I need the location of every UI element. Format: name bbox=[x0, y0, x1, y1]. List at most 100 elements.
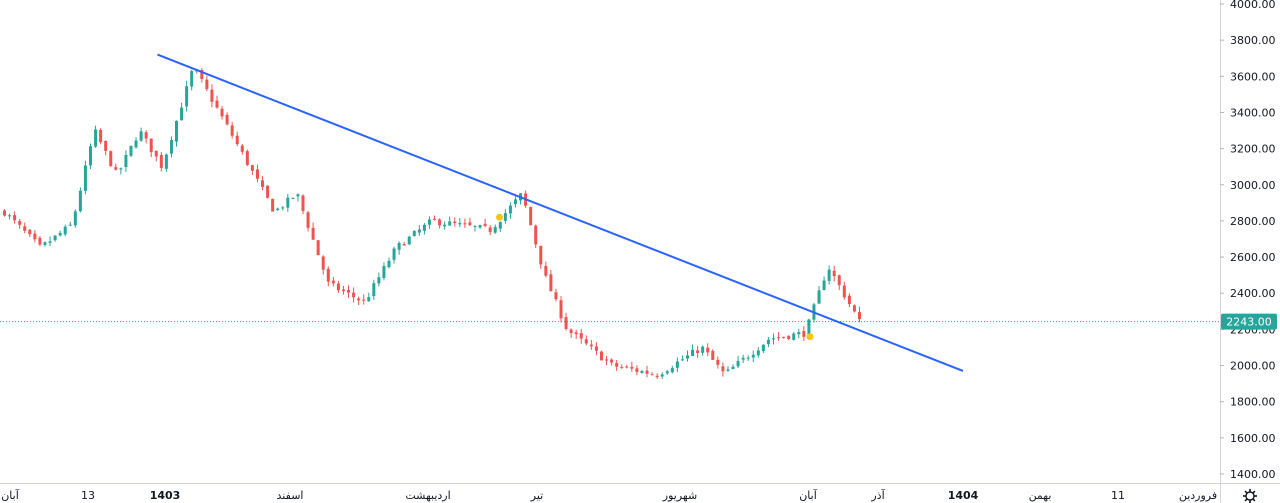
candle-body bbox=[367, 297, 371, 302]
candle-body bbox=[508, 205, 512, 214]
candle-body bbox=[266, 185, 270, 198]
candle-body bbox=[276, 208, 280, 211]
candle-body bbox=[615, 362, 619, 367]
candle-body bbox=[397, 242, 401, 250]
candle-body bbox=[331, 280, 335, 284]
candle-body bbox=[746, 357, 750, 359]
x-tick-label: اردیبهشت bbox=[405, 489, 450, 502]
candle-body bbox=[483, 223, 487, 226]
candle-body bbox=[347, 289, 351, 293]
candle-body bbox=[574, 332, 578, 335]
candle-body bbox=[23, 226, 27, 231]
x-tick-label: 1404 bbox=[948, 489, 979, 502]
candle-body bbox=[685, 355, 689, 359]
candle-body bbox=[306, 212, 310, 228]
candle-body bbox=[352, 292, 356, 298]
candle-body bbox=[630, 366, 634, 369]
candle-body bbox=[858, 312, 861, 320]
trendline[interactable] bbox=[157, 53, 964, 372]
candle-body bbox=[3, 210, 6, 216]
candle-body bbox=[792, 333, 796, 340]
candle-body bbox=[493, 227, 497, 233]
candle-body bbox=[235, 135, 239, 145]
candle-body bbox=[427, 219, 431, 225]
candle-body bbox=[210, 89, 214, 102]
candle-body bbox=[650, 374, 654, 376]
candle-body bbox=[468, 222, 472, 226]
candle-body bbox=[33, 233, 37, 240]
candle-body bbox=[625, 366, 629, 368]
candles-group bbox=[3, 68, 861, 380]
candle-body bbox=[83, 165, 87, 191]
candle-body bbox=[706, 347, 710, 353]
candle-body bbox=[175, 120, 179, 142]
event-marker[interactable] bbox=[496, 213, 503, 221]
last-price-tag-bg bbox=[1221, 313, 1277, 330]
candle-body bbox=[200, 70, 204, 80]
candle-body bbox=[281, 207, 285, 209]
gear-icon[interactable] bbox=[1243, 489, 1257, 503]
candle-body bbox=[240, 145, 244, 152]
candle-body bbox=[751, 354, 755, 358]
candle-body bbox=[721, 366, 725, 372]
candle-body bbox=[180, 107, 184, 121]
candle-body bbox=[402, 244, 406, 246]
candle-body bbox=[463, 223, 467, 225]
candle-body bbox=[129, 145, 133, 156]
candle-body bbox=[807, 319, 811, 339]
candle-body bbox=[185, 86, 189, 107]
candle-body bbox=[579, 333, 583, 339]
markers-group bbox=[496, 213, 814, 341]
y-axis[interactable]: 4000.00 3800.00 3600.00 3400.00 3200.00 3000.… bbox=[1220, 0, 1276, 481]
x-tick-label: فروردین bbox=[1179, 489, 1217, 502]
candle-body bbox=[94, 129, 98, 147]
candle-body bbox=[610, 359, 614, 363]
candle-body bbox=[564, 317, 568, 329]
candle-body bbox=[134, 140, 138, 148]
candle-body bbox=[847, 295, 851, 305]
candle-body bbox=[620, 367, 624, 369]
candle-body bbox=[797, 332, 801, 335]
candle-body bbox=[433, 218, 437, 220]
candle-body bbox=[89, 146, 93, 166]
candle-body bbox=[154, 150, 158, 157]
candle-body bbox=[78, 190, 82, 212]
y-tick-label: 2000.00 bbox=[1230, 360, 1276, 373]
x-axis[interactable]: آبان 13 1403 اسفند اردیبهشت تیر شهریور آبان آذر 1… bbox=[1, 488, 1217, 502]
candle-body bbox=[453, 221, 457, 224]
last-price-tag: 2243.00 bbox=[1221, 313, 1277, 330]
x-tick-label: اسفند bbox=[277, 489, 304, 502]
candle-body bbox=[660, 374, 664, 377]
candle-body bbox=[589, 344, 593, 347]
candle-body bbox=[726, 369, 730, 371]
candle-body bbox=[741, 357, 745, 360]
candle-body bbox=[159, 154, 163, 168]
candle-body bbox=[316, 240, 320, 256]
candle-body bbox=[53, 235, 57, 241]
candle-body bbox=[58, 232, 62, 236]
candle-body bbox=[761, 344, 765, 352]
candle-body bbox=[731, 366, 735, 370]
candle-body bbox=[777, 337, 781, 339]
event-marker[interactable] bbox=[806, 333, 814, 341]
candle-body bbox=[787, 335, 791, 339]
candle-body bbox=[124, 155, 128, 168]
plot-background[interactable] bbox=[0, 0, 1220, 483]
candle-body bbox=[736, 361, 740, 367]
candle-body bbox=[286, 197, 290, 208]
y-tick-label: 3800.00 bbox=[1230, 34, 1276, 47]
candle-body bbox=[104, 140, 108, 151]
y-tick-label: 1600.00 bbox=[1230, 432, 1276, 445]
candle-body bbox=[635, 368, 639, 372]
candle-body bbox=[321, 256, 325, 270]
candle-body bbox=[554, 292, 558, 300]
candle-body bbox=[336, 283, 340, 291]
candle-body bbox=[711, 350, 715, 360]
candle-body bbox=[190, 71, 194, 87]
candle-body bbox=[422, 224, 426, 231]
x-tick-label: آذر bbox=[870, 488, 885, 502]
candle-body bbox=[164, 154, 168, 169]
